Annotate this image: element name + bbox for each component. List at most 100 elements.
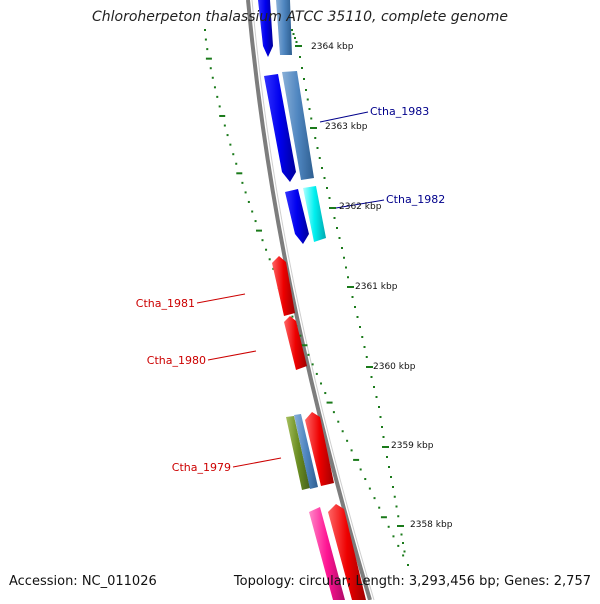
tick-dot <box>347 286 354 288</box>
gene-ctha-1983-feature[interactable] <box>282 71 314 180</box>
tick-dot <box>386 456 388 458</box>
track-dot <box>204 29 206 31</box>
tick-dot <box>373 386 375 388</box>
track-dot <box>219 114 226 117</box>
tick-dot <box>303 78 305 80</box>
tick-dot <box>402 542 404 544</box>
gene-ctha-1979-feature[interactable] <box>286 416 310 490</box>
tick-dot <box>365 356 368 358</box>
track-dot <box>226 134 229 137</box>
gene-ctha-1980-feature[interactable] <box>284 316 307 370</box>
track-dot <box>235 162 238 165</box>
tick-dot <box>392 486 394 488</box>
tick-dot <box>295 45 302 47</box>
genome-backbone <box>246 0 372 601</box>
track-dot <box>204 38 207 41</box>
tick-dot <box>375 396 378 398</box>
track-dot <box>213 86 216 89</box>
track-dot <box>205 57 212 60</box>
gene-label-ctha-1980[interactable]: Ctha_1980 <box>147 354 206 367</box>
gene-label-ctha-1982[interactable]: Ctha_1982 <box>386 193 445 206</box>
track-dot <box>218 105 221 108</box>
tick-dot <box>294 37 296 39</box>
tick-dot <box>329 207 336 209</box>
tick-dot <box>292 33 295 35</box>
track-dot <box>364 478 367 481</box>
label-leader-ctha-1980 <box>207 350 257 361</box>
gene-feature-blue[interactable] <box>258 0 273 57</box>
tick-dot <box>323 177 326 179</box>
gene-ctha-1981-feature[interactable] <box>272 256 295 316</box>
tick-dot <box>347 276 349 279</box>
gene-feature-red-2[interactable] <box>328 504 366 600</box>
label-leader-ctha-1981 <box>196 293 246 304</box>
tick-label-2358: 2358 kbp <box>410 520 453 530</box>
tick-dot <box>400 533 403 536</box>
gene-label-ctha-1979[interactable]: Ctha_1979 <box>172 461 231 474</box>
track-dot <box>223 124 226 127</box>
tick-dot <box>328 197 331 199</box>
track-dot <box>326 401 333 404</box>
track-dot <box>402 554 405 557</box>
tick-dot <box>397 525 404 527</box>
track-dot <box>209 67 212 70</box>
track-dot <box>359 468 362 471</box>
tick-dot <box>403 550 406 553</box>
track-dot <box>241 181 244 184</box>
track-dot <box>353 458 360 461</box>
tick-dot <box>310 127 317 129</box>
track-dot <box>268 258 271 261</box>
track-dot <box>211 76 214 79</box>
track-dot <box>256 229 263 232</box>
track-dot <box>236 172 243 175</box>
tick-dot <box>333 217 336 219</box>
tick-dot <box>363 346 366 348</box>
track-dot <box>291 315 294 318</box>
track-dot <box>368 487 371 490</box>
gene-feature-pink[interactable] <box>309 507 345 600</box>
tick-dot <box>321 167 323 169</box>
gene-feature-steelblue[interactable] <box>276 0 292 55</box>
tick-dot <box>397 515 400 518</box>
track-dot <box>232 153 235 156</box>
track-dot <box>350 449 353 452</box>
track-dot <box>380 516 387 519</box>
tick-dot <box>395 505 398 508</box>
track-dot <box>337 420 340 423</box>
map-title: Chloroherpeton thalassium ATCC 35110, co… <box>92 9 508 25</box>
tick-label-2361: 2361 kbp <box>355 282 398 292</box>
gene-label-ctha-1983[interactable]: Ctha_1983 <box>370 105 429 118</box>
track-dot <box>378 506 381 509</box>
tick-dot <box>305 89 307 91</box>
gene-ctha-1982-feature[interactable] <box>303 186 326 242</box>
tick-dot <box>336 227 338 229</box>
tick-dot <box>310 117 313 120</box>
track-dot <box>311 363 314 366</box>
tick-dot <box>316 147 319 149</box>
track-dot <box>332 411 335 414</box>
track-dot <box>324 392 327 395</box>
track-dot <box>229 143 232 146</box>
tick-dot <box>381 426 383 428</box>
gene-label-ctha-1981[interactable]: Ctha_1981 <box>136 297 195 310</box>
tick-dot <box>326 187 328 189</box>
tick-dot <box>359 326 361 328</box>
tick-dot <box>378 406 380 408</box>
track-dot <box>407 564 409 566</box>
track-dot <box>307 353 310 356</box>
gene-ctha-1984-feature[interactable] <box>264 74 296 182</box>
gene-feature-red[interactable] <box>305 412 334 486</box>
track-dot <box>301 344 308 347</box>
track-dot <box>251 210 254 213</box>
tick-dot <box>361 336 364 338</box>
tick-dot <box>356 316 359 318</box>
tick-dot <box>301 67 303 69</box>
tick-dot <box>341 247 343 249</box>
gene-feature-steelblue-2[interactable] <box>294 414 318 489</box>
tick-dot <box>388 466 390 468</box>
label-leader-ctha-1982 <box>335 199 385 209</box>
tick-dot <box>306 98 309 101</box>
gene-feature-blue-2[interactable] <box>285 189 309 244</box>
